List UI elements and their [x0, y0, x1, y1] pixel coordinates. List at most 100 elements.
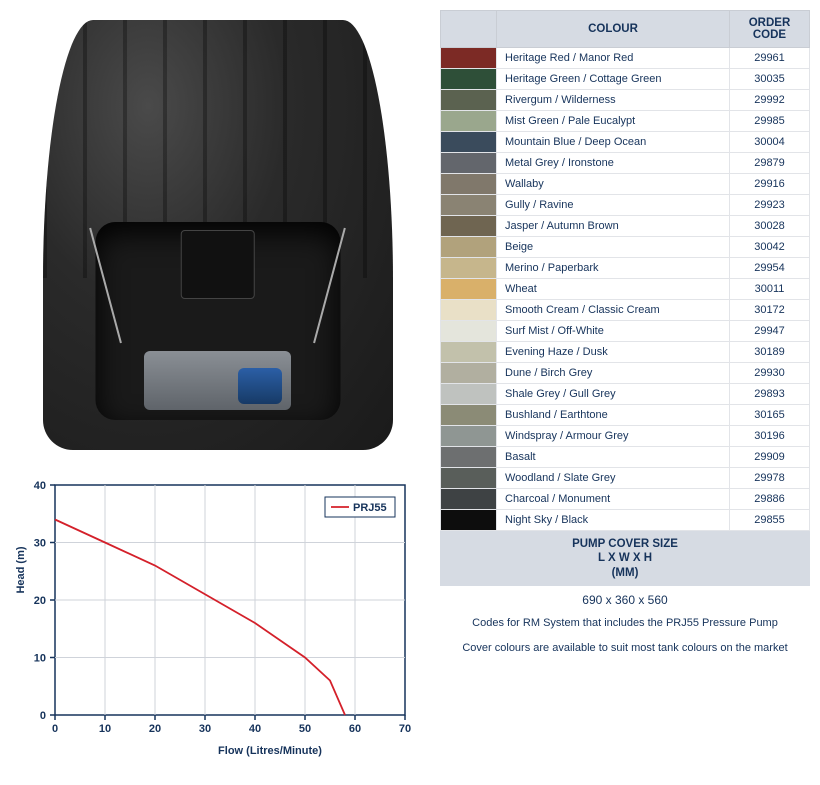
order-code: 29961 — [730, 48, 810, 69]
table-row: Beige30042 — [441, 237, 810, 258]
right-column: COLOUR ORDER CODE Heritage Red / Manor R… — [440, 0, 820, 770]
order-code: 29886 — [730, 489, 810, 510]
table-row: Dune / Birch Grey29930 — [441, 363, 810, 384]
table-row: Bushland / Earthtone30165 — [441, 405, 810, 426]
order-code: 29930 — [730, 363, 810, 384]
pump-motor — [238, 368, 282, 404]
colour-name: Wallaby — [497, 174, 730, 195]
footer-block: PUMP COVER SIZE L X W X H (MM) 690 x 360… — [440, 531, 810, 664]
colour-name: Charcoal / Monument — [497, 489, 730, 510]
colour-swatch — [441, 489, 497, 510]
hose-right — [313, 228, 346, 343]
table-row: Metal Grey / Ironstone29879 — [441, 153, 810, 174]
colour-table: COLOUR ORDER CODE Heritage Red / Manor R… — [440, 10, 810, 531]
colour-name: Gully / Ravine — [497, 195, 730, 216]
header-swatch — [441, 11, 497, 48]
svg-text:20: 20 — [34, 595, 46, 607]
svg-text:30: 30 — [34, 538, 46, 550]
colour-name: Dune / Birch Grey — [497, 363, 730, 384]
product-image — [43, 20, 393, 450]
colour-swatch — [441, 237, 497, 258]
table-row: Rivergum / Wilderness29992 — [441, 90, 810, 111]
svg-text:60: 60 — [349, 723, 361, 735]
colour-name: Surf Mist / Off-White — [497, 321, 730, 342]
colour-swatch — [441, 258, 497, 279]
table-row: Merino / Paperbark29954 — [441, 258, 810, 279]
order-code: 30172 — [730, 300, 810, 321]
colour-name: Mountain Blue / Deep Ocean — [497, 132, 730, 153]
order-code: 30189 — [730, 342, 810, 363]
colour-swatch — [441, 216, 497, 237]
performance-chart: 010203040506070010203040PRJ55Flow (Litre… — [10, 470, 420, 760]
left-column: 010203040506070010203040PRJ55Flow (Litre… — [0, 0, 440, 770]
order-code: 29909 — [730, 447, 810, 468]
colour-swatch — [441, 174, 497, 195]
header-code: ORDER CODE — [730, 11, 810, 48]
colour-swatch — [441, 321, 497, 342]
svg-text:70: 70 — [399, 723, 411, 735]
order-code: 30004 — [730, 132, 810, 153]
colour-swatch — [441, 342, 497, 363]
svg-text:Head (m): Head (m) — [15, 546, 27, 593]
order-code: 29992 — [730, 90, 810, 111]
colour-swatch — [441, 363, 497, 384]
colour-swatch — [441, 132, 497, 153]
table-row: Shale Grey / Gull Grey29893 — [441, 384, 810, 405]
size-heading-l3: (MM) — [612, 567, 639, 579]
table-row: Evening Haze / Dusk30189 — [441, 342, 810, 363]
colour-name: Heritage Red / Manor Red — [497, 48, 730, 69]
cover-opening — [95, 222, 340, 420]
colour-swatch — [441, 300, 497, 321]
page-container: 010203040506070010203040PRJ55Flow (Litre… — [0, 0, 820, 770]
colour-name: Merino / Paperbark — [497, 258, 730, 279]
pump-cover-body — [43, 20, 393, 450]
colour-swatch — [441, 153, 497, 174]
svg-text:0: 0 — [52, 723, 58, 735]
table-row: Charcoal / Monument29886 — [441, 489, 810, 510]
svg-text:Flow (Litres/Minute): Flow (Litres/Minute) — [218, 745, 322, 757]
chart-svg: 010203040506070010203040PRJ55Flow (Litre… — [10, 470, 420, 760]
colour-name: Wheat — [497, 279, 730, 300]
table-row: Mist Green / Pale Eucalypt29985 — [441, 111, 810, 132]
colour-name: Basalt — [497, 447, 730, 468]
table-row: Heritage Red / Manor Red29961 — [441, 48, 810, 69]
note-2: Cover colours are available to suit most… — [440, 639, 810, 664]
order-code: 29855 — [730, 510, 810, 531]
table-row: Night Sky / Black29855 — [441, 510, 810, 531]
colour-swatch — [441, 510, 497, 531]
order-code: 29893 — [730, 384, 810, 405]
table-row: Woodland / Slate Grey29978 — [441, 468, 810, 489]
svg-text:0: 0 — [40, 710, 46, 722]
colour-name: Night Sky / Black — [497, 510, 730, 531]
svg-text:20: 20 — [149, 723, 161, 735]
colour-name: Shale Grey / Gull Grey — [497, 384, 730, 405]
order-code: 29916 — [730, 174, 810, 195]
order-code: 30011 — [730, 279, 810, 300]
header-colour: COLOUR — [497, 11, 730, 48]
colour-name: Heritage Green / Cottage Green — [497, 69, 730, 90]
order-code: 29923 — [730, 195, 810, 216]
order-code: 30028 — [730, 216, 810, 237]
table-row: Surf Mist / Off-White29947 — [441, 321, 810, 342]
table-row: Jasper / Autumn Brown30028 — [441, 216, 810, 237]
svg-text:30: 30 — [199, 723, 211, 735]
order-code: 30165 — [730, 405, 810, 426]
colour-swatch — [441, 111, 497, 132]
size-value: 690 x 360 x 560 — [440, 586, 810, 614]
table-row: Smooth Cream / Classic Cream30172 — [441, 300, 810, 321]
colour-swatch — [441, 426, 497, 447]
svg-text:10: 10 — [99, 723, 111, 735]
svg-text:40: 40 — [34, 480, 46, 492]
order-code: 30042 — [730, 237, 810, 258]
colour-swatch — [441, 69, 497, 90]
order-code: 29985 — [730, 111, 810, 132]
colour-name: Woodland / Slate Grey — [497, 468, 730, 489]
colour-name: Smooth Cream / Classic Cream — [497, 300, 730, 321]
size-heading-l2: L X W X H — [598, 552, 652, 564]
order-code: 30196 — [730, 426, 810, 447]
svg-text:50: 50 — [299, 723, 311, 735]
table-row: Wallaby29916 — [441, 174, 810, 195]
colour-name: Metal Grey / Ironstone — [497, 153, 730, 174]
colour-name: Windspray / Armour Grey — [497, 426, 730, 447]
colour-name: Beige — [497, 237, 730, 258]
